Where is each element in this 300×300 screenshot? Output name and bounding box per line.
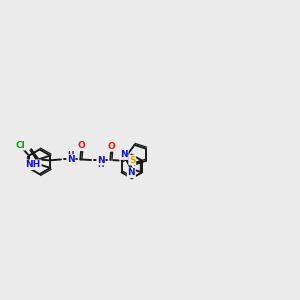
Text: Cl: Cl	[15, 141, 25, 150]
Text: N: N	[128, 168, 135, 177]
Text: H: H	[98, 160, 104, 169]
Text: N: N	[97, 155, 105, 164]
Text: N: N	[67, 155, 75, 164]
Text: H: H	[68, 151, 74, 160]
Text: O: O	[107, 142, 115, 151]
Text: S: S	[129, 156, 136, 165]
Text: O: O	[77, 141, 85, 150]
Text: NH: NH	[26, 160, 41, 169]
Text: N: N	[120, 150, 128, 159]
